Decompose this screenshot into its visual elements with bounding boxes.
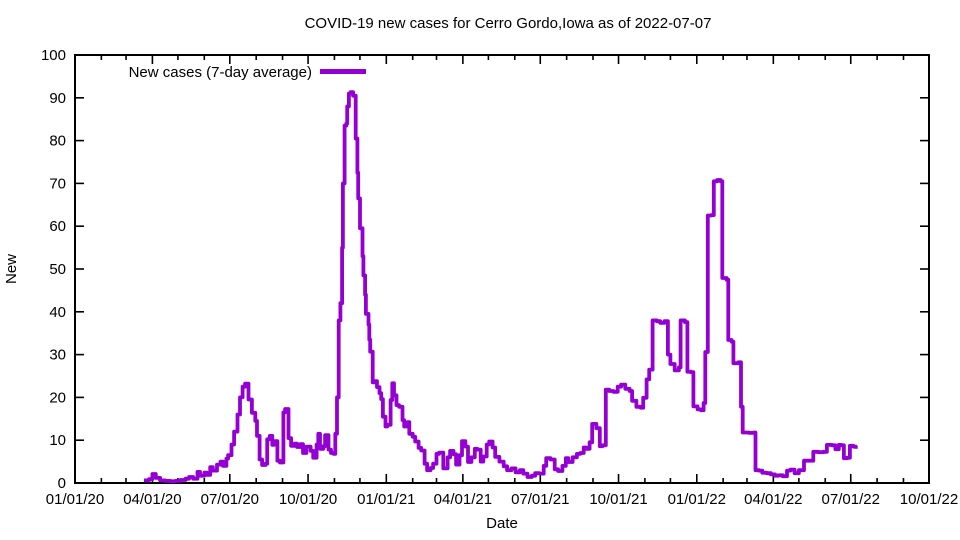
- y-tick-label: 100: [41, 47, 66, 64]
- x-tick-label: 10/01/21: [589, 491, 647, 508]
- series-group: [143, 90, 858, 484]
- y-tick-label: 50: [49, 261, 66, 278]
- x-tick-label: 07/01/21: [511, 491, 569, 508]
- x-tick-label: 04/01/22: [744, 491, 802, 508]
- y-tick-label: 10: [49, 432, 66, 449]
- x-tick-label: 10/01/20: [279, 491, 337, 508]
- y-axis-label: New: [3, 254, 20, 284]
- x-tick-label: 01/01/22: [668, 491, 726, 508]
- y-tick-label: 70: [49, 175, 66, 192]
- x-tick-label: 01/01/21: [357, 491, 415, 508]
- x-tick-label: 10/01/22: [900, 491, 958, 508]
- y-tick-label: 0: [58, 475, 66, 492]
- y-tick-label: 60: [49, 218, 66, 235]
- chart-title: COVID-19 new cases for Cerro Gordo,Iowa …: [305, 15, 712, 32]
- axis-ticks: 0 10 20 30 40 50 60 70 80 90 100 01/01/20 04/01/20 07…: [41, 47, 958, 508]
- y-tick-label: 80: [49, 133, 66, 150]
- plot-border: [74, 54, 930, 484]
- y-tick-label: 20: [49, 389, 66, 406]
- x-tick-label: 07/01/20: [201, 491, 259, 508]
- x-tick-label: 01/01/20: [46, 491, 104, 508]
- legend: New cases (7-day average): [129, 64, 366, 81]
- legend-entry-label: New cases (7-day average): [129, 64, 312, 81]
- series-line: [143, 90, 858, 484]
- x-tick-label: 04/01/20: [123, 491, 181, 508]
- x-tick-label: 07/01/22: [822, 491, 880, 508]
- x-tick-label: 04/01/21: [434, 491, 492, 508]
- y-tick-label: 40: [49, 304, 66, 321]
- x-axis-label: Date: [486, 515, 518, 532]
- y-tick-label: 90: [49, 90, 66, 107]
- y-tick-label: 30: [49, 347, 66, 364]
